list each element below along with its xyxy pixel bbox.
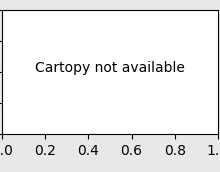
Text: Cartopy not available: Cartopy not available bbox=[35, 61, 185, 75]
